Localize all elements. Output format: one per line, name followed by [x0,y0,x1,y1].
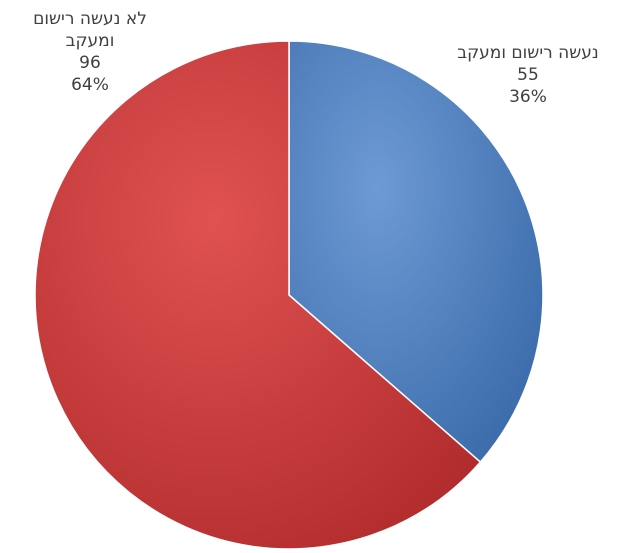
slice-label-not-recorded-name-line1: לא נעשה רישום [33,9,147,29]
slice-label-recorded-name: נעשה רישום ומעקב [457,43,599,63]
slice-label-not-recorded: לא נעשה רישום ומעקב 96 64% [0,8,180,96]
pie-slice-not-recorded [34,40,482,550]
slice-label-recorded-value: 55 [517,65,539,85]
slice-label-not-recorded-name-line2: ומעקב [65,31,115,51]
slice-label-not-recorded-percent: 64% [71,75,109,95]
slice-label-recorded: נעשה רישום ומעקב 55 36% [428,42,622,108]
slice-label-not-recorded-value: 96 [79,53,101,73]
pie-slice-recorded [288,40,544,464]
slice-label-recorded-percent: 36% [509,87,547,107]
